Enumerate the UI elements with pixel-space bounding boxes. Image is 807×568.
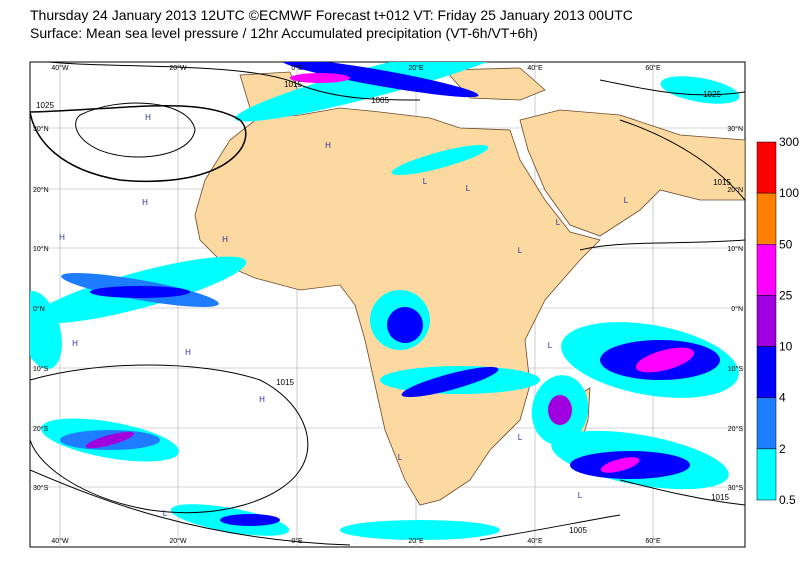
lat-label-left: 30°S bbox=[33, 484, 49, 492]
colorbar-swatch bbox=[756, 244, 777, 296]
isobar-label: 1005 bbox=[371, 96, 389, 105]
map-content: 1025 1015 1005 1025 1015 1015 1015 1005 H H H H H H H H… bbox=[30, 62, 745, 547]
precip-area bbox=[30, 291, 62, 369]
pressure-center: H bbox=[222, 235, 228, 244]
map-labels: 1025 1015 1005 1025 1015 1015 1015 1005 H H H H H H H H… bbox=[36, 80, 731, 535]
pressure-center: H bbox=[259, 395, 265, 404]
pressure-center: L bbox=[466, 184, 471, 193]
precip-area bbox=[635, 347, 695, 373]
precip-area bbox=[387, 307, 423, 343]
pressure-center: L bbox=[423, 177, 428, 186]
lon-label-top: 40°E bbox=[527, 64, 543, 72]
lat-label-right: 0°N bbox=[731, 305, 743, 313]
lon-label-bottom: 20°W bbox=[169, 537, 187, 545]
colorbar-swatch bbox=[756, 295, 777, 347]
lon-label-top: 0°E bbox=[291, 64, 303, 72]
axes: 40°W 40°W 20°W 20°W 0°E 0°E 20°E 20°E 40°E 40°E 60… bbox=[33, 64, 743, 545]
colorbar: 300 100 50 25 10 4 2 0.5 bbox=[756, 135, 799, 507]
lon-label-top: 40°W bbox=[51, 64, 69, 72]
colorbar-label: 50 bbox=[779, 237, 793, 251]
lon-label-bottom: 20°E bbox=[408, 537, 424, 545]
precip-area bbox=[340, 520, 500, 540]
colorbar-swatch bbox=[756, 141, 777, 194]
colorbar-label: 25 bbox=[779, 288, 793, 302]
pressure-center: H bbox=[325, 141, 331, 150]
subtitle: Surface: Mean sea level pressure / 12hr … bbox=[30, 25, 538, 41]
lon-label-top: 60°E bbox=[645, 64, 661, 72]
precip-area bbox=[90, 286, 190, 298]
colorbar-label: 4 bbox=[779, 391, 786, 405]
isobar-label: 1015 bbox=[284, 80, 302, 89]
precip-area bbox=[281, 62, 479, 98]
pressure-center: H bbox=[142, 198, 148, 207]
pressure-center: H bbox=[185, 348, 191, 357]
colorbar-swatch bbox=[756, 448, 777, 501]
isobar-label: 1015 bbox=[276, 378, 294, 387]
isobar-label: 1015 bbox=[713, 178, 731, 187]
isobar-label: 1015 bbox=[711, 493, 729, 502]
lat-label-right: 30°S bbox=[728, 484, 744, 492]
lat-label-right: 10°S bbox=[728, 365, 744, 373]
precip-area bbox=[401, 366, 499, 398]
isobar-label: 1025 bbox=[703, 90, 721, 99]
colorbar-label: 2 bbox=[779, 442, 786, 456]
pressure-center: L bbox=[578, 491, 583, 500]
lat-label-left: 10°N bbox=[33, 245, 49, 253]
colorbar-swatch bbox=[756, 397, 777, 450]
lat-label-left: 10°S bbox=[33, 365, 49, 373]
lat-label-right: 10°N bbox=[727, 245, 743, 253]
pressure-center: L bbox=[163, 509, 168, 518]
lon-label-bottom: 40°E bbox=[527, 537, 543, 545]
lon-label-top: 20°W bbox=[169, 64, 187, 72]
pressure-center: H bbox=[72, 339, 78, 348]
lon-label-bottom: 60°E bbox=[645, 537, 661, 545]
colorbar-label: 100 bbox=[779, 186, 799, 200]
isobar-label: 1025 bbox=[36, 101, 54, 110]
precip-area bbox=[548, 395, 572, 425]
pressure-center: L bbox=[624, 196, 629, 205]
pressure-center: L bbox=[398, 453, 403, 462]
colorbar-label: 300 bbox=[779, 135, 799, 149]
precip-area bbox=[391, 144, 489, 176]
lon-label-bottom: 0°E bbox=[291, 537, 303, 545]
lon-label-bottom: 40°W bbox=[51, 537, 69, 545]
pressure-center: L bbox=[518, 433, 523, 442]
precip-area bbox=[290, 73, 350, 83]
precip-area bbox=[220, 514, 280, 526]
precipitation bbox=[30, 62, 740, 540]
isobar-label: 1005 bbox=[569, 526, 587, 535]
colorbar-swatch bbox=[756, 192, 777, 245]
colorbar-label: 0.5 bbox=[779, 493, 796, 507]
pressure-center: L bbox=[548, 341, 553, 350]
colorbar-label: 10 bbox=[779, 340, 793, 354]
pressure-center: H bbox=[145, 113, 151, 122]
pressure-center: L bbox=[556, 218, 561, 227]
lon-label-top: 20°E bbox=[408, 64, 424, 72]
pressure-center: H bbox=[59, 233, 65, 242]
precip-area bbox=[600, 457, 640, 473]
lat-label-left: 20°N bbox=[33, 186, 49, 194]
lat-label-left: 0°N bbox=[33, 305, 45, 313]
lat-label-left: 30°N bbox=[33, 125, 49, 133]
lat-label-right: 20°N bbox=[727, 186, 743, 194]
lat-label-right: 20°S bbox=[728, 425, 744, 433]
colorbar-swatch bbox=[756, 346, 777, 398]
precip-area bbox=[85, 431, 135, 449]
lat-label-left: 20°S bbox=[33, 425, 49, 433]
precip-area bbox=[660, 76, 740, 104]
isobars bbox=[30, 62, 745, 546]
pressure-center: L bbox=[518, 246, 523, 255]
title: Thursday 24 January 2013 12UTC ©ECMWF Fo… bbox=[30, 7, 633, 23]
lat-label-right: 30°N bbox=[727, 125, 743, 133]
